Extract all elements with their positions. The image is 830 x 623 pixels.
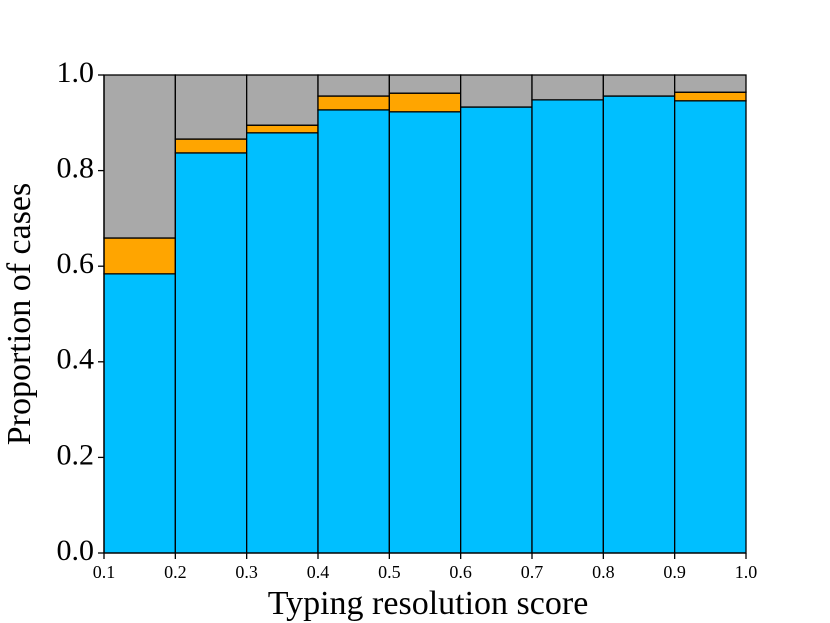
y-axis-label: Proportion of cases (1, 183, 38, 446)
bar-segment (531, 99, 604, 554)
x-tick-label: 0.5 (378, 562, 401, 582)
bar-segment (388, 92, 462, 113)
x-tick-label: 0.1 (93, 562, 116, 582)
bar-segment (317, 109, 390, 554)
y-tick-label: 1.0 (57, 56, 95, 89)
bar-segment (246, 74, 319, 126)
y-tick-label: 0.6 (57, 247, 95, 280)
bar-segment (674, 100, 747, 554)
bar-segment (317, 95, 390, 111)
y-tick-label: 0.4 (57, 343, 95, 376)
bar-segment (388, 74, 462, 94)
bar-segment (174, 138, 248, 154)
bar-segment (103, 74, 176, 239)
bar-segment (460, 106, 533, 554)
bar-segment (460, 74, 533, 108)
x-axis-label: Typing resolution score (268, 585, 589, 622)
y-tick-label: 0.8 (57, 151, 95, 184)
x-tick-label: 0.7 (521, 562, 544, 582)
x-tick-label: 1.0 (735, 562, 758, 582)
bar-segment (246, 124, 319, 134)
bar-segment (531, 74, 604, 101)
bar-segment (246, 132, 319, 554)
bar-segment (602, 74, 676, 97)
bar-segment (602, 95, 676, 554)
y-tick-label: 0.0 (57, 534, 95, 567)
x-tick-label: 0.9 (663, 562, 686, 582)
bar-segment (174, 74, 248, 140)
x-tick-label: 0.8 (592, 562, 615, 582)
x-tick-label: 0.2 (164, 562, 187, 582)
bar-segment (674, 91, 747, 102)
bar-segment (103, 273, 176, 554)
x-tick-label: 0.3 (235, 562, 258, 582)
bar-segment (674, 74, 747, 93)
bar-segment (174, 152, 248, 554)
x-tick-label: 0.4 (307, 562, 330, 582)
y-tick-label: 0.2 (57, 438, 95, 471)
bar-segment (388, 111, 462, 554)
bar-segment (317, 74, 390, 97)
x-tick-label: 0.6 (449, 562, 472, 582)
bar-segment (103, 237, 176, 275)
